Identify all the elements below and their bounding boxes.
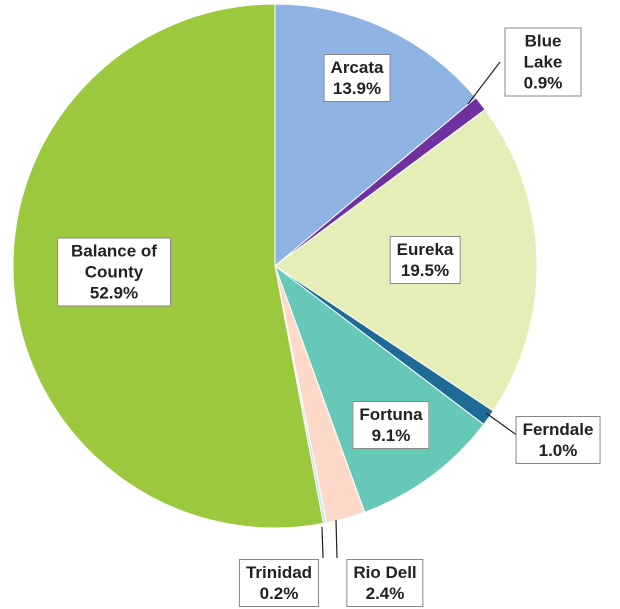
category-label: Eureka (396, 240, 454, 259)
pie-slice (273, 264, 485, 513)
data-label: Fortuna 9.1% (352, 401, 430, 449)
value-label: 0.2% (259, 584, 299, 603)
data-label: Trinidad 0.2% (238, 559, 320, 607)
value-label: 13.9% (332, 79, 382, 98)
leader-line (321, 526, 324, 559)
value-label: 2.4% (365, 584, 405, 603)
data-label: Rio Dell 2.4% (346, 559, 424, 607)
category-label: Trinidad (245, 563, 313, 582)
leader-line (467, 61, 501, 105)
data-label: Arcata 13.9% (323, 54, 391, 102)
leader-line (335, 519, 338, 559)
category-label: Rio Dell (353, 563, 417, 582)
value-label: 9.1% (371, 426, 411, 445)
value-label: 1.0% (538, 441, 578, 460)
leader-line (485, 412, 519, 437)
data-label: Eureka 19.5% (389, 236, 461, 284)
value-label: 19.5% (400, 261, 450, 280)
value-label: 52.9% (89, 283, 139, 303)
data-label: Balance of County 52.9% (57, 237, 171, 307)
category-label: Arcata (330, 58, 384, 77)
value-label: 0.9% (523, 73, 563, 93)
category-label: Ferndale (522, 420, 594, 439)
data-label: Ferndale 1.0% (515, 416, 601, 464)
category-label: Balance of County (71, 241, 157, 282)
category-label: Blue Lake (523, 31, 563, 72)
data-label: Blue Lake 0.9% (504, 27, 582, 97)
category-label: Fortuna (359, 405, 423, 424)
